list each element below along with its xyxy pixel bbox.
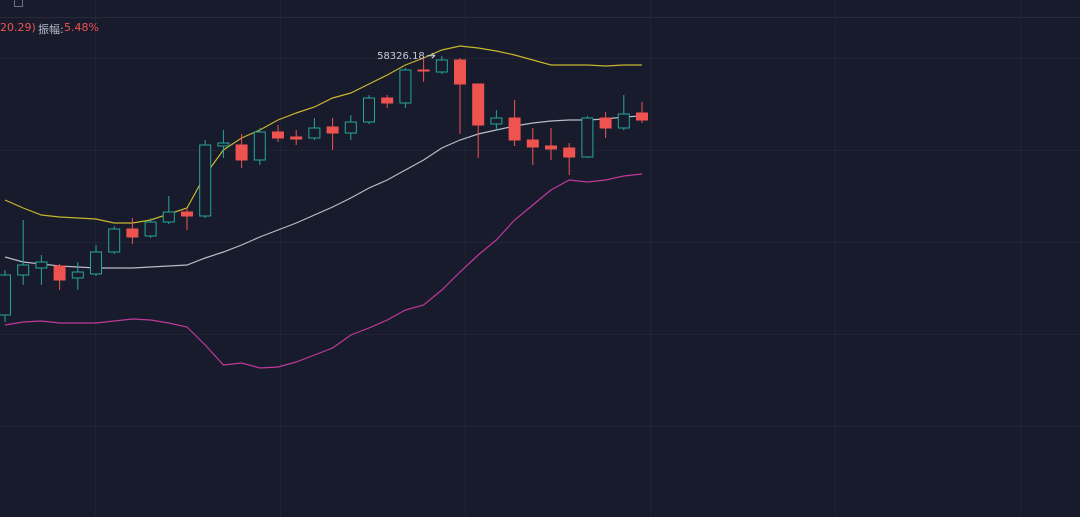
candle-body [344, 121, 357, 134]
candle-body [490, 117, 503, 125]
candle-body [581, 117, 594, 158]
candle-body [472, 83, 485, 126]
toolbar-icon [14, 0, 23, 7]
toolbar-rule [0, 17, 1080, 18]
candle-body [108, 228, 121, 253]
band-line [4, 115, 643, 269]
candle-body [253, 131, 266, 161]
ohlc-fragment: 20.29) [0, 21, 36, 34]
candle-body [381, 97, 394, 104]
amplitude-label: 振幅: [38, 23, 64, 36]
candle-body [417, 69, 430, 72]
band-line [4, 45, 642, 224]
candle-body [35, 261, 48, 269]
candle-body [308, 127, 321, 139]
candle-body [617, 113, 630, 129]
candle-body [272, 131, 284, 139]
candle-body [599, 117, 612, 129]
candle-body [235, 144, 248, 161]
candle-body [144, 221, 157, 237]
candle-body [399, 69, 412, 104]
candle-body [126, 228, 139, 238]
candle-body [563, 147, 576, 158]
band-line [4, 173, 643, 369]
candle-body [71, 271, 84, 279]
candle-body [217, 142, 230, 147]
amplitude-value: 5.48% [64, 21, 99, 34]
candle-body [454, 59, 466, 85]
candle-body [199, 144, 212, 217]
candle-body [508, 117, 521, 141]
annotation-arrow [426, 52, 436, 59]
candle-body [17, 264, 30, 276]
candle-body [0, 274, 11, 316]
candle-body [326, 126, 339, 134]
candle-body [181, 211, 193, 217]
candle-body [363, 97, 375, 123]
candle-body [162, 211, 175, 223]
candle-body [53, 265, 66, 281]
candle-body [290, 136, 303, 140]
high-annotation: 58326.18 [377, 51, 425, 62]
candle-body [435, 59, 448, 73]
candle-body [90, 251, 102, 275]
candle-body [526, 139, 539, 148]
candle-body [545, 145, 557, 150]
candle-body [636, 112, 648, 121]
